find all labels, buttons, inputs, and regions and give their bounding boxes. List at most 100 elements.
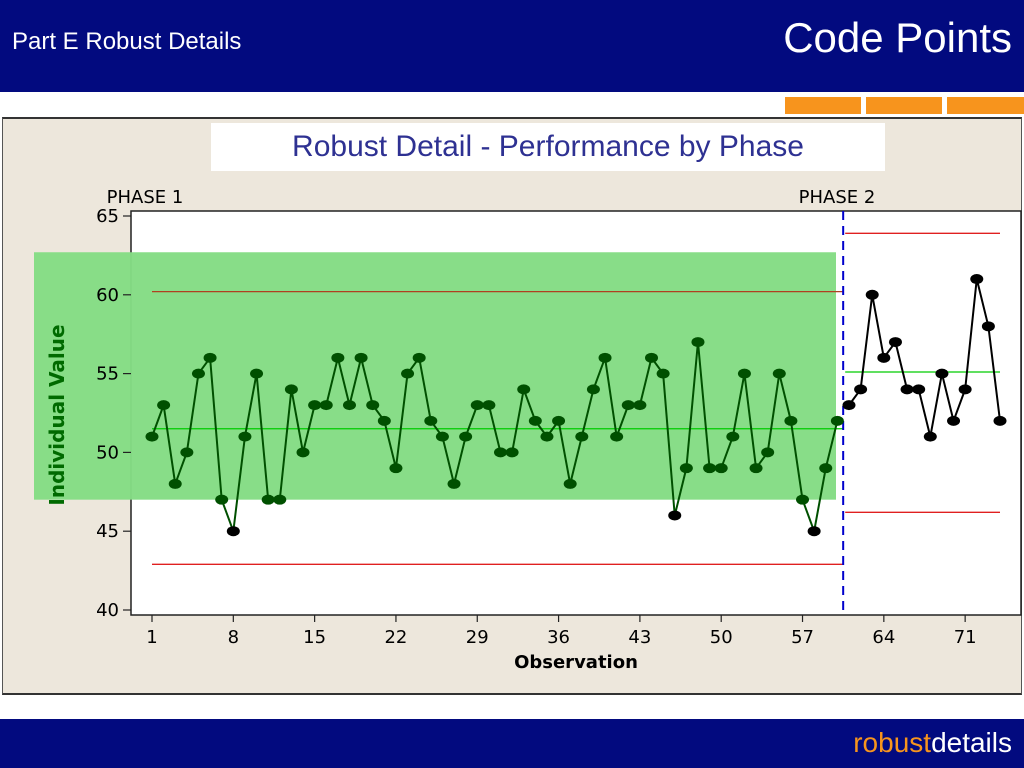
data-point [470, 400, 484, 411]
y-tick-label: 65 [96, 206, 119, 227]
x-tick-label: 22 [384, 627, 407, 648]
data-point [842, 400, 856, 411]
data-point [238, 431, 252, 442]
data-point [261, 494, 275, 505]
accent-bar-2 [866, 97, 942, 114]
data-point [575, 431, 589, 442]
footer-bar [0, 719, 1024, 768]
data-point [284, 384, 298, 395]
data-point [981, 321, 995, 332]
data-point [412, 352, 426, 363]
data-point [819, 463, 833, 474]
data-point [645, 352, 659, 363]
slide-subtitle: Part E Robust Details [12, 28, 242, 55]
data-point [877, 352, 891, 363]
chart-title: Robust Detail - Performance by Phase [292, 130, 804, 163]
accent-bar-3 [947, 97, 1024, 114]
brand-logo: robustdetails [853, 727, 1012, 759]
y-tick-label: 45 [96, 521, 119, 542]
data-point [505, 447, 519, 458]
data-point [807, 526, 821, 537]
data-point [563, 478, 577, 489]
x-tick-label: 64 [872, 627, 895, 648]
data-point [540, 431, 554, 442]
data-point [993, 415, 1007, 426]
data-point [737, 368, 751, 379]
x-tick-label: 43 [628, 627, 651, 648]
accent-bar-1 [785, 97, 861, 114]
data-point [586, 384, 600, 395]
data-point [435, 431, 449, 442]
data-point [912, 384, 926, 395]
x-tick-label: 1 [146, 627, 157, 648]
data-point [203, 352, 217, 363]
phase1-band [34, 252, 836, 500]
data-point [145, 431, 159, 442]
data-point [679, 463, 693, 474]
data-point [784, 415, 798, 426]
data-point [517, 384, 531, 395]
data-point [308, 400, 322, 411]
data-point [493, 447, 507, 458]
x-axis-label: Observation [514, 652, 638, 673]
data-point [691, 337, 705, 348]
x-tick-label: 57 [791, 627, 814, 648]
data-point [482, 400, 496, 411]
header-bar [0, 0, 1024, 92]
data-point [749, 463, 763, 474]
data-point [761, 447, 775, 458]
y-tick-label: 55 [96, 364, 119, 385]
data-point [970, 274, 984, 285]
data-point [250, 368, 264, 379]
data-point [180, 447, 194, 458]
brand-logo-part1: robust [853, 727, 932, 758]
data-point [610, 431, 624, 442]
data-point [633, 400, 647, 411]
x-tick-label: 15 [303, 627, 326, 648]
y-tick-label: 40 [96, 600, 119, 621]
data-point [354, 352, 368, 363]
data-point [923, 431, 937, 442]
data-point [668, 510, 682, 521]
data-point [157, 400, 171, 411]
data-point [772, 368, 786, 379]
slide-title: Code Points [783, 14, 1012, 61]
data-point [296, 447, 310, 458]
data-point [830, 415, 844, 426]
data-point [598, 352, 612, 363]
y-axis-label: Individual Value [45, 324, 69, 505]
data-point [447, 478, 461, 489]
data-point [389, 463, 403, 474]
data-point [528, 415, 542, 426]
data-point [714, 463, 728, 474]
data-point [900, 384, 914, 395]
data-point [424, 415, 438, 426]
x-tick-label: 50 [710, 627, 733, 648]
data-point [331, 352, 345, 363]
data-point [401, 368, 415, 379]
x-tick-label: 71 [954, 627, 977, 648]
x-tick-label: 36 [547, 627, 570, 648]
data-point [703, 463, 717, 474]
data-point [854, 384, 868, 395]
data-point [366, 400, 380, 411]
data-point [552, 415, 566, 426]
x-tick-label: 8 [228, 627, 239, 648]
phase-label-2: PHASE 2 [799, 187, 876, 208]
data-point [342, 400, 356, 411]
brand-logo-part2: details [931, 727, 1012, 758]
data-point [459, 431, 473, 442]
data-point [865, 289, 879, 300]
x-tick-label: 29 [466, 627, 489, 648]
data-point [621, 400, 635, 411]
data-point [273, 494, 287, 505]
data-point [796, 494, 810, 505]
data-point [377, 415, 391, 426]
data-point [656, 368, 670, 379]
chart-title-box: Robust Detail - Performance by Phase [211, 123, 885, 171]
data-point [726, 431, 740, 442]
y-tick-label: 50 [96, 442, 119, 463]
data-point [226, 526, 240, 537]
series-line-phase-1 [151, 341, 839, 535]
